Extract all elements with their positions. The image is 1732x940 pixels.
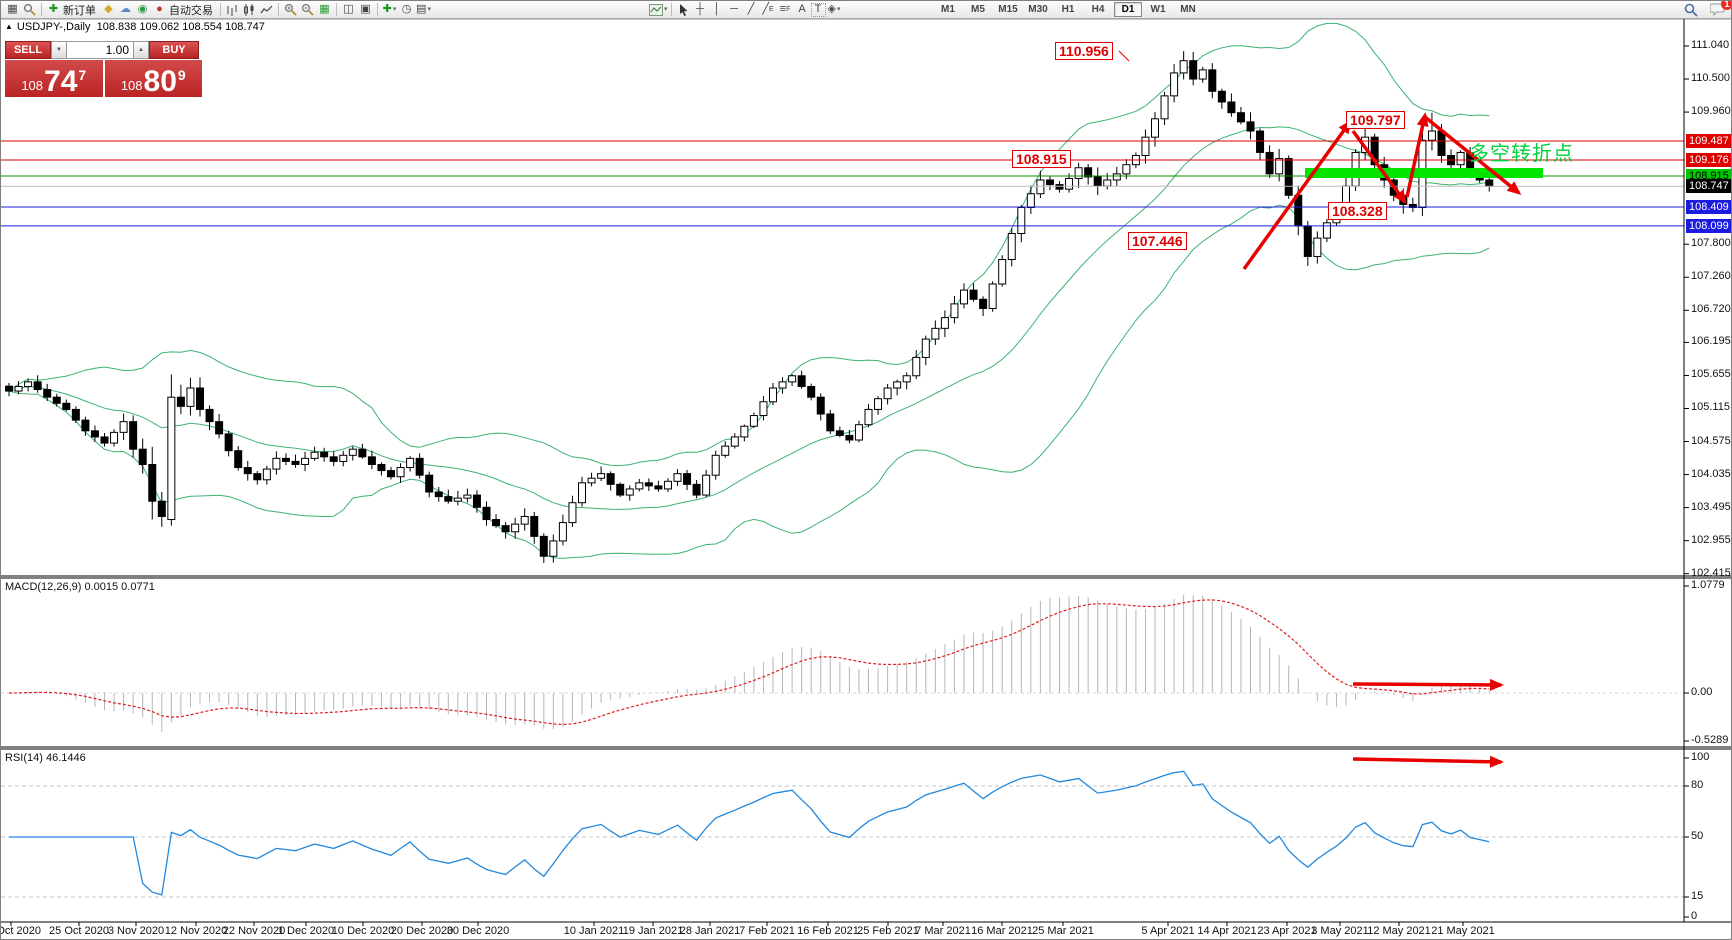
timeframe-button-M30[interactable]: M30: [1028, 4, 1048, 15]
tick-direction-icon[interactable]: ▲: [5, 22, 13, 31]
funds-icon[interactable]: ◆: [104, 3, 113, 15]
toolbar-right-icons: 1: [1682, 1, 1731, 18]
search-icon[interactable]: [1682, 2, 1699, 17]
macd-pane: [1, 594, 1684, 733]
add-indicator-icon[interactable]: ✚ ▾: [382, 3, 397, 15]
timeframe-button-MN[interactable]: MN: [1180, 4, 1196, 15]
sell-price-figure: 108: [21, 78, 44, 93]
main-toolbar: ▦ ✚ 新订单 ◆ ☁ ◉ ● 自动交易 ▦ ◫ ▣ ✚ ▾: [1, 1, 1731, 19]
trend-arrow: [1352, 755, 1504, 768]
trend-arrow: [1423, 115, 1522, 195]
timeframe-button-H4[interactable]: H4: [1091, 4, 1105, 15]
rsi-line: [9, 770, 1490, 896]
timeframe-button-M15[interactable]: M15: [998, 4, 1018, 15]
zoom-preview-icon[interactable]: [21, 2, 38, 17]
bollinger-upper-band: [8, 22, 1490, 467]
zoom-out-icon[interactable]: [299, 2, 316, 17]
symbol-title: USDJPY-,Daily: [16, 21, 91, 33]
bollinger-lower-band: [8, 204, 1490, 559]
drawing-tools-group: ▾ ┼ │ ─ ╱ ╱ E ≡ F A T ◈ ▾: [649, 1, 843, 18]
zoom-in-icon[interactable]: [282, 2, 299, 17]
crosshair-tool-icon[interactable]: ┼: [696, 3, 704, 15]
tile-windows-icon[interactable]: ▦: [319, 3, 330, 15]
trendline-tool-icon[interactable]: ╱: [747, 3, 755, 15]
turning-point-note: 多空转折点: [1469, 143, 1574, 165]
annotations-layer: [1, 18, 1731, 926]
volume-input[interactable]: [67, 41, 133, 59]
autotrading-button[interactable]: 自动交易: [169, 4, 213, 17]
macd-signal-line: [8, 599, 1490, 726]
timeframe-button-M5[interactable]: M5: [971, 4, 985, 15]
arrange-windows-icon[interactable]: ◫: [343, 3, 354, 15]
text-tool-icon[interactable]: A: [798, 3, 806, 15]
sell-price-display[interactable]: 108 74 7: [5, 60, 103, 97]
trend-arrow: [1242, 119, 1352, 271]
sell-button[interactable]: SELL: [5, 41, 51, 59]
volume-increase-button[interactable]: ▲: [133, 41, 149, 59]
period-clock-icon[interactable]: ◷: [401, 3, 412, 15]
timeframe-button-W1[interactable]: W1: [1150, 4, 1166, 15]
timeframe-button-M1[interactable]: M1: [941, 4, 955, 15]
rsi-pane: [1, 770, 1684, 898]
signal-icon[interactable]: ◉: [137, 3, 148, 15]
ohlc-values: 108.838 109.062 108.554 108.747: [96, 21, 265, 33]
line-chart-type-icon[interactable]: [258, 2, 275, 17]
horizontal-line-tool-icon[interactable]: ─: [730, 3, 738, 15]
indicator-list-icon[interactable]: ▾: [649, 2, 668, 17]
rsi-indicator-label: RSI(14) 46.1446: [5, 752, 86, 764]
volume-decrease-button[interactable]: ▼: [51, 41, 67, 59]
sell-price-pips: 74: [44, 65, 78, 98]
one-click-trade-panel: SELL ▼ ▲ BUY 108 74 7 108 80 9: [5, 41, 202, 97]
autotrading-icon[interactable]: ●: [156, 3, 163, 15]
candlestick-chart-type-icon[interactable]: [241, 2, 258, 17]
cascade-windows-icon[interactable]: ▣: [360, 3, 371, 15]
bollinger-middle-band: [8, 126, 1490, 510]
vertical-line-tool-icon[interactable]: │: [713, 3, 721, 15]
buy-price-figure: 108: [120, 78, 143, 93]
timeframe-group: M1 M5 M15 M30 H1 H4 D1 W1 MN: [934, 1, 1202, 18]
symbol-ohlc-row: ▲ USDJPY-,Daily 108.838 109.062 108.554 1…: [5, 21, 265, 33]
chat-notification-badge: 1: [1721, 1, 1731, 10]
bar-chart-type-icon[interactable]: [224, 2, 241, 17]
timeframe-button-H1[interactable]: H1: [1061, 4, 1075, 15]
chat-icon[interactable]: 1: [1709, 1, 1731, 17]
trend-arrow: [1351, 129, 1407, 205]
trend-arrow: [1352, 678, 1504, 691]
buy-button[interactable]: BUY: [149, 41, 199, 59]
sell-price-point: 7: [78, 67, 87, 83]
macd-indicator-label: MACD(12,26,9) 0.0015 0.0771: [5, 581, 155, 593]
trend-arrow: [1405, 112, 1429, 198]
support-zone-bar: [1305, 168, 1543, 178]
buy-price-display[interactable]: 108 80 9: [104, 60, 202, 98]
timeframe-button-D1[interactable]: D1: [1114, 2, 1142, 17]
buy-price-point: 9: [177, 67, 186, 83]
new-order-button[interactable]: 新订单: [63, 4, 96, 17]
equidistant-channel-tool-icon[interactable]: ╱ E: [762, 3, 774, 15]
template-icon[interactable]: ▤ ▾: [416, 3, 431, 15]
buy-price-pips: 80: [143, 65, 177, 98]
main-price-pane: [5, 22, 1494, 563]
shapes-tool-icon[interactable]: ◈ ▾: [827, 3, 841, 15]
fibonacci-tool-icon[interactable]: ≡ F: [779, 3, 791, 15]
account-icon[interactable]: ☁: [120, 3, 131, 15]
new-order-icon[interactable]: ✚: [48, 3, 59, 15]
cursor-tool-icon[interactable]: [675, 2, 692, 17]
label-tool-icon[interactable]: T: [810, 2, 826, 17]
chart-window-icon[interactable]: ▦: [7, 3, 18, 15]
